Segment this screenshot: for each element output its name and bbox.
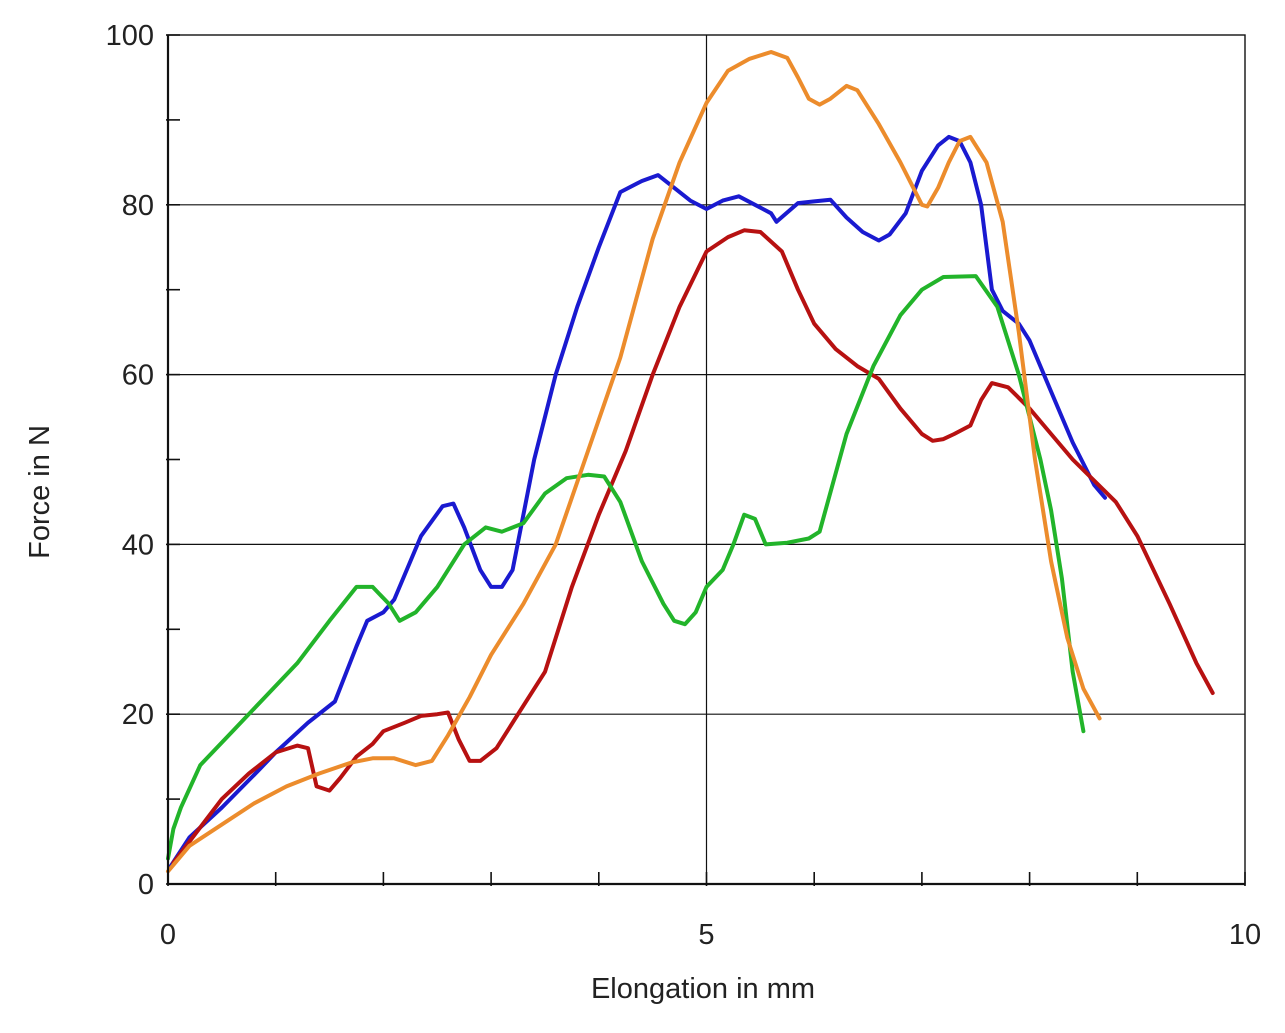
x-tick-label: 0 (160, 919, 176, 951)
series-line-1 (168, 134, 1107, 869)
x-tick-label: 10 (1229, 919, 1261, 951)
y-tick-label: 20 (122, 699, 154, 731)
series-lines (166, 50, 1215, 874)
series-line-3 (166, 274, 1086, 861)
y-tick-label: 40 (122, 529, 154, 561)
y-axis-title: Force in N (24, 425, 56, 559)
axis-ticks: 0 20 40 60 80 100 0 5 10 (106, 20, 1262, 951)
y-tick-label: 0 (138, 869, 154, 901)
grid-lines (168, 35, 1245, 884)
y-tick-label: 60 (122, 360, 154, 392)
x-axis-title: Elongation in mm (591, 973, 815, 1005)
x-tick-label: 5 (698, 919, 714, 951)
y-tick-label: 80 (122, 190, 154, 222)
y-tick-label: 100 (106, 20, 154, 52)
series-line-2 (171, 228, 1215, 865)
series-line-4 (166, 50, 1102, 874)
